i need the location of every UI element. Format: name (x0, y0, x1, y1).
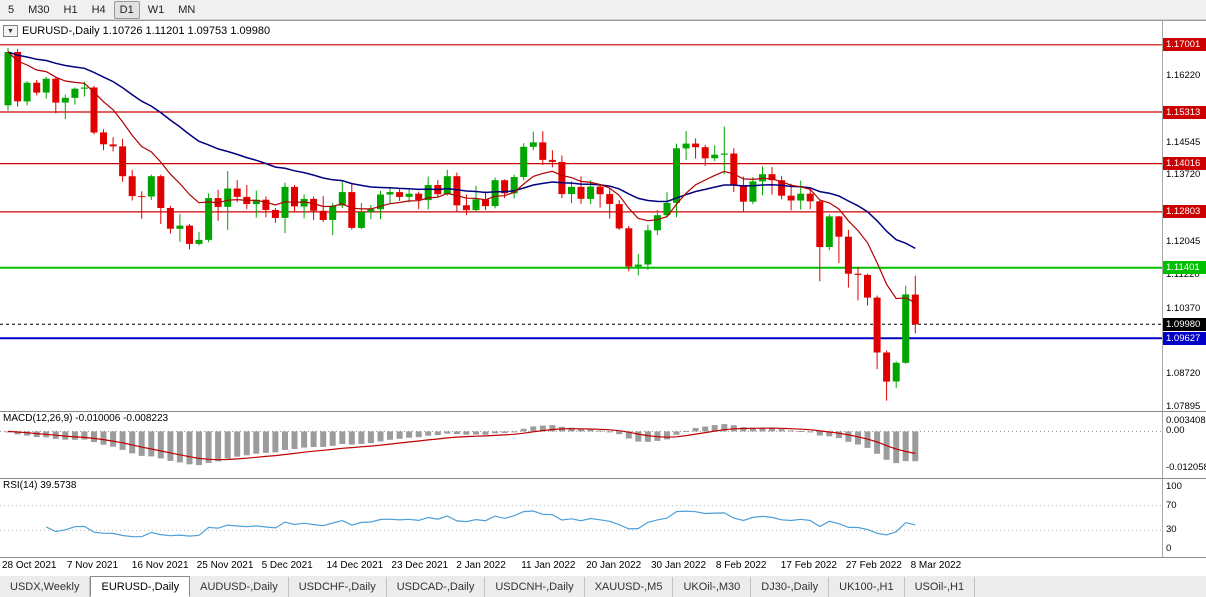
chevron-down-icon: ▼ (7, 27, 14, 35)
date-label: 11 Jan 2022 (521, 560, 576, 571)
date-label: 27 Feb 2022 (845, 560, 902, 571)
date-label: 16 Nov 2021 (131, 560, 189, 571)
rsi-pane: RSI(14) 39.5738 100 70 30 0 (0, 478, 1206, 557)
macd-label: MACD(12,26,9) -0.010006 -0.008223 (3, 413, 169, 424)
timeframe-toolbar: 5 M30 H1 H4 D1 W1 MN (0, 0, 1206, 20)
rsi-tick: 0 (1166, 543, 1172, 554)
macd-pane: MACD(12,26,9) -0.010006 -0.008223 0.0034… (0, 411, 1206, 478)
chart-title: ▼ EURUSD-,Daily 1.10726 1.11201 1.09753 … (3, 25, 270, 37)
macd-histogram (5, 424, 919, 466)
rsi-axis: 100 70 30 0 (1162, 479, 1206, 557)
rsi-label: RSI(14) 39.5738 (3, 480, 77, 491)
tab-xauusd-m5[interactable]: XAUUSD-,M5 (584, 577, 674, 597)
chart-area: ▼ EURUSD-,Daily 1.10726 1.11201 1.09753 … (0, 20, 1206, 576)
tab-eurusd-daily[interactable]: EURUSD-,Daily (90, 576, 191, 597)
price-chart-plot[interactable]: ▼ EURUSD-,Daily 1.10726 1.11201 1.09753 … (0, 21, 1162, 411)
price-tick: 1.07895 (1166, 401, 1201, 413)
macd-axis: 0.003408 0.00 -0.012058 (1162, 412, 1206, 478)
price-tick: 1.08720 (1166, 368, 1201, 380)
chart-title-text: EURUSD-,Daily 1.10726 1.11201 1.09753 1.… (22, 25, 271, 37)
price-tick: 1.13720 (1166, 169, 1201, 181)
timeframe-button-h1[interactable]: H1 (58, 1, 84, 19)
price-badge-1.17001: 1.17001 (1163, 38, 1206, 52)
tab-usdchf-daily[interactable]: USDCHF-,Daily (288, 577, 387, 597)
tab-dj30-daily[interactable]: DJ30-,Daily (751, 577, 830, 597)
date-label: 14 Dec 2021 (326, 560, 384, 571)
date-label: 2 Jan 2022 (456, 560, 506, 571)
rsi-tick: 100 (1166, 481, 1182, 492)
price-axis: 1.16220 1.14545 1.13720 1.12045 1.11220 1.103… (1162, 21, 1206, 413)
rsi-tick: 30 (1166, 524, 1177, 536)
candles-layer (4, 48, 919, 401)
price-tick: 1.10370 (1166, 302, 1201, 314)
timeframe-button-5[interactable]: 5 (2, 1, 20, 19)
macd-plot[interactable]: MACD(12,26,9) -0.010006 -0.008223 (0, 412, 1162, 478)
macd-tick: 0.003408 (1166, 415, 1206, 427)
rsi-line (45, 510, 916, 538)
tab-usoil-h1[interactable]: USOil-,H1 (904, 577, 976, 597)
date-label: 25 Nov 2021 (196, 560, 254, 571)
chart-dropdown-toggle[interactable]: ▼ (3, 25, 18, 37)
rsi-svg (0, 505, 1162, 538)
tab-uk100-h1[interactable]: UK100-,H1 (829, 577, 905, 597)
tab-ukoil-m30[interactable]: UKOil-,M30 (673, 577, 752, 597)
price-tick: 1.14545 (1166, 136, 1201, 148)
tab-usdcad-daily[interactable]: USDCAD-,Daily (386, 577, 486, 597)
date-label: 5 Dec 2021 (261, 560, 313, 571)
timeframe-button-h4[interactable]: H4 (86, 1, 112, 19)
chart-tab-bar: USDX,Weekly EURUSD-,Daily AUDUSD-,Daily USD… (0, 575, 1206, 597)
macd-tick: -0.012058 (1166, 461, 1206, 473)
date-label: 8 Feb 2022 (715, 560, 767, 571)
date-label: 28 Oct 2021 (2, 560, 57, 571)
date-label: 8 Mar 2022 (910, 560, 962, 571)
timeframe-button-m30[interactable]: M30 (22, 1, 55, 19)
time-axis[interactable]: 28 Oct 2021 7 Nov 2021 16 Nov 2021 25 Nov 2… (0, 557, 1206, 576)
date-label: 17 Feb 2022 (780, 560, 837, 571)
main-price-pane: ▼ EURUSD-,Daily 1.10726 1.11201 1.09753 … (0, 21, 1206, 413)
price-badge-1.11401: 1.11401 (1163, 261, 1206, 275)
price-chart-svg (0, 44, 1162, 401)
macd-tick: 0.00 (1166, 425, 1185, 437)
date-label: 30 Jan 2022 (651, 560, 707, 571)
timeframe-button-mn[interactable]: MN (172, 1, 201, 19)
price-badge-1.14016: 1.14016 (1163, 157, 1206, 171)
price-tick: 1.16220 (1166, 69, 1201, 81)
macd-signal-line (7, 427, 916, 461)
date-label: 23 Dec 2021 (391, 560, 449, 571)
price-tick: 1.11220 (1166, 268, 1200, 280)
price-badge-1.09980: 1.09980 (1163, 317, 1206, 331)
ma-slow-line (7, 51, 916, 250)
ma-fast-line (7, 51, 916, 304)
macd-svg (0, 424, 1162, 466)
price-tick: 1.12045 (1166, 236, 1201, 248)
tab-usdcnh-daily[interactable]: USDCNH-,Daily (485, 577, 585, 597)
price-badge-1.15313: 1.15313 (1163, 105, 1206, 119)
timeframe-button-w1[interactable]: W1 (142, 1, 171, 19)
date-label: 20 Jan 2022 (586, 560, 642, 571)
tab-usdx-weekly[interactable]: USDX,Weekly (0, 577, 91, 597)
price-badge-1.12803: 1.12803 (1163, 205, 1206, 219)
tab-audusd-daily[interactable]: AUDUSD-,Daily (190, 577, 289, 597)
rsi-tick: 70 (1166, 499, 1177, 511)
timeframe-button-d1[interactable]: D1 (113, 0, 140, 19)
date-label: 7 Nov 2021 (66, 560, 119, 571)
rsi-plot[interactable]: RSI(14) 39.5738 (0, 479, 1162, 557)
price-badge-1.09627: 1.09627 (1163, 331, 1206, 345)
